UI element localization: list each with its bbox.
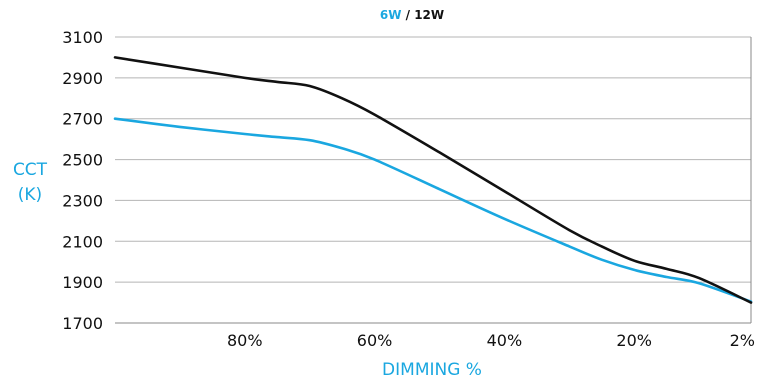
x-tick-label: 20%	[616, 331, 652, 350]
y-tick-label: 1700	[62, 314, 103, 333]
chart-title: 6W / 12W	[380, 8, 444, 22]
x-axis-label: DIMMING %	[382, 360, 482, 380]
series-line-6w	[113, 117, 753, 303]
y-tick-label: 1900	[62, 273, 103, 292]
y-tick-label: 2500	[62, 151, 103, 170]
chart-title-part-1: /	[401, 8, 414, 22]
y-tick-label: 3100	[62, 28, 103, 47]
y-tick-label: 2900	[62, 69, 103, 88]
x-tick-label: 2%	[730, 331, 755, 350]
axes	[115, 37, 752, 324]
x-tick-label: 40%	[487, 331, 523, 350]
x-tick-labels: 80% 60% 40% 20% 2%	[227, 331, 755, 350]
y-tick-labels: 1700 1900 2100 2300 2500 2700 2900 3100	[62, 28, 103, 333]
y-tick-label: 2300	[62, 191, 103, 210]
x-tick-label: 80%	[227, 331, 263, 350]
y-tick-label: 2100	[62, 232, 103, 251]
series-line-12w	[113, 56, 753, 304]
grid-lines	[115, 36, 751, 324]
series-lines	[113, 56, 753, 304]
chart-title-part-0: 6W	[380, 8, 402, 22]
y-axis-label-line-1: CCT	[13, 160, 48, 180]
y-axis-label-line-2: (K)	[18, 185, 42, 205]
chart-title-part-2: 12W	[414, 8, 444, 22]
x-tick-label: 60%	[357, 331, 393, 350]
y-tick-label: 2700	[62, 110, 103, 129]
